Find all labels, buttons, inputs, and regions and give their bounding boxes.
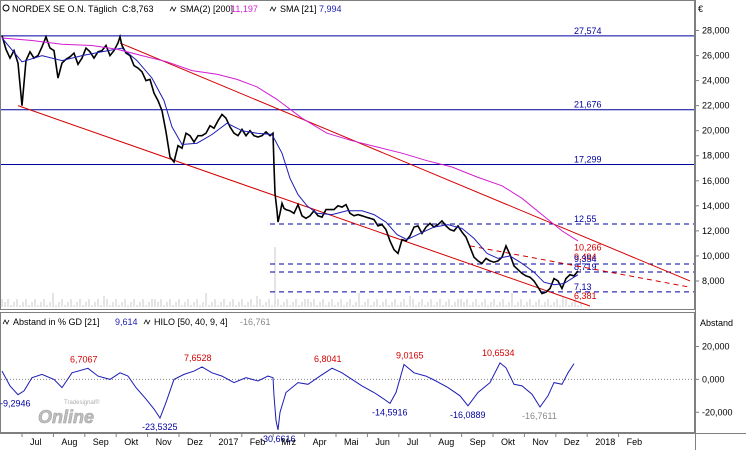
time-tick-label: Mai: [344, 437, 359, 447]
level-label: 9,354: [574, 254, 597, 264]
price-tick-label: 26,000: [702, 51, 730, 61]
oscillator-legend: Abstand in % GD [21] 9,614 HILO [50, 40,…: [2, 317, 271, 327]
extreme-label: 7,6528: [184, 353, 212, 363]
price-tick-label: 12,000: [702, 226, 730, 236]
time-tick-label: Apr: [313, 437, 327, 447]
level-label: 12,55: [574, 214, 597, 224]
level-label: 7,13: [574, 282, 592, 292]
time-tick-label: Aug: [438, 437, 454, 447]
time-tick-label: Dez: [564, 437, 581, 447]
extreme-label: -23,5325: [142, 422, 178, 432]
logo-small-text: Tradesignal®: [64, 399, 100, 406]
time-tick-label: Okt: [124, 437, 139, 447]
time-tick-label: Feb: [627, 437, 643, 447]
legend-sma-short-value: 11,197: [231, 4, 258, 14]
time-tick-label: Nov: [156, 437, 173, 447]
extreme-label: -16,0889: [450, 410, 486, 420]
logo-large-text: Online: [38, 407, 94, 427]
time-tick-label: 2017: [218, 437, 238, 447]
extreme-label: -14,5916: [372, 407, 408, 417]
currency-label: €: [698, 4, 703, 14]
price-tick-label: 14,000: [702, 201, 730, 211]
oscillator-tick-label: 0,000: [702, 374, 725, 384]
level-label: 8,719: [574, 262, 597, 272]
oscillator-axis-ticks: 20,000 0,000 -20,000: [695, 341, 733, 417]
level-label: 6,381: [574, 291, 597, 301]
oscillator-panel-frame: [0, 312, 695, 433]
legend-period: Täglich: [88, 4, 117, 14]
time-tick-label: Nov: [532, 437, 549, 447]
price-tick-label: 8,000: [702, 276, 725, 286]
price-panel-frame: [0, 0, 695, 310]
legend-symbol: NORDEX SE O.N.: [12, 4, 86, 14]
time-tick-label: Okt: [501, 437, 516, 447]
price-series: [1, 33, 579, 295]
legend-sma-long: SMA [21]: [280, 4, 317, 14]
extreme-label: 6,7067: [70, 354, 98, 364]
support-resistance-levels: 27,574 21,676 17,299 12,55 10,2669,4949,3548…: [1, 26, 694, 301]
oscillator-label: Abstand in % GD [21]: [13, 317, 100, 327]
time-axis-ticks: Jul Aug Sep Okt Nov Dez 2017 Feb Mrz Apr Mai Jun Jul…: [21, 433, 643, 447]
extreme-label: 10,6534: [482, 348, 515, 358]
extreme-label: 9,0165: [396, 351, 424, 361]
oscillator-axis-title: Abstand: [700, 318, 733, 328]
extreme-label: -16,7611: [522, 411, 557, 421]
collapse-circle-icon[interactable]: [2, 4, 10, 12]
legend-close: C:8,763: [122, 4, 154, 14]
tradesignal-logo: Tradesignal® Online: [38, 399, 100, 427]
time-tick-label: 2018: [595, 437, 615, 447]
time-tick-label: Feb: [250, 437, 266, 447]
price-tick-label: 22,000: [702, 101, 730, 111]
channel-lower-line: [17, 105, 591, 307]
price-tick-label: 20,000: [702, 126, 730, 136]
oscillator-series: -9,2946 6,7067 -23,5325 7,6528 -30,6616 6,804…: [0, 348, 694, 444]
time-tick-label: Dez: [187, 437, 204, 447]
extreme-label: 6,8041: [314, 354, 342, 364]
time-tick-label: Sep: [93, 437, 109, 447]
time-tick-label: Aug: [61, 437, 77, 447]
price-tick-label: 28,000: [702, 26, 730, 36]
trend-channel: [17, 42, 691, 307]
channel-mid-line: [469, 245, 691, 288]
legend-sma-long-value: 7,994: [319, 4, 342, 14]
wave-icon: [169, 6, 177, 12]
time-tick-label: Jul: [407, 437, 419, 447]
time-tick-label: Sep: [470, 437, 486, 447]
wave-icon: [269, 6, 277, 12]
oscillator-tick-label: -20,000: [702, 407, 733, 417]
oscillator-line: [1, 362, 575, 431]
level-label: 17,299: [574, 155, 602, 165]
channel-upper-line: [119, 42, 691, 282]
oscillator-value: 9,614: [115, 317, 138, 327]
hilo-label: HILO [50, 40, 9, 4]: [154, 317, 228, 327]
price-tick-label: 18,000: [702, 151, 730, 161]
level-label: 21,676: [574, 100, 602, 110]
level-label: 10,266: [574, 243, 602, 253]
sma21-line: [1, 37, 579, 286]
sma200-line: [1, 37, 579, 242]
wave-icon: [2, 319, 10, 325]
price-tick-label: 10,000: [702, 251, 730, 261]
price-tick-label: 16,000: [702, 176, 730, 186]
time-tick-label: Mrz: [281, 437, 296, 447]
volume-bars: [1, 247, 582, 307]
price-axis-ticks: 28,000 26,000 24,000 22,000 20,000 18,000 16,0…: [695, 26, 730, 286]
price-legend: NORDEX SE O.N. Täglich C:8,763 SMA(2) [2…: [2, 4, 342, 14]
price-line: [1, 33, 579, 295]
time-tick-label: Jul: [30, 437, 42, 447]
extreme-label: -30,6616: [260, 434, 296, 444]
hilo-value: -16,761: [240, 317, 271, 327]
wave-icon: [143, 319, 151, 325]
oscillator-tick-label: 20,000: [702, 341, 730, 351]
level-label: 27,574: [574, 26, 602, 36]
price-tick-label: 24,000: [702, 76, 730, 86]
extreme-label: -9,2946: [0, 399, 31, 409]
time-tick-label: Jun: [375, 437, 390, 447]
level-label: 9,494: [574, 252, 597, 262]
legend-sma-short: SMA(2) [200]: [180, 4, 233, 14]
